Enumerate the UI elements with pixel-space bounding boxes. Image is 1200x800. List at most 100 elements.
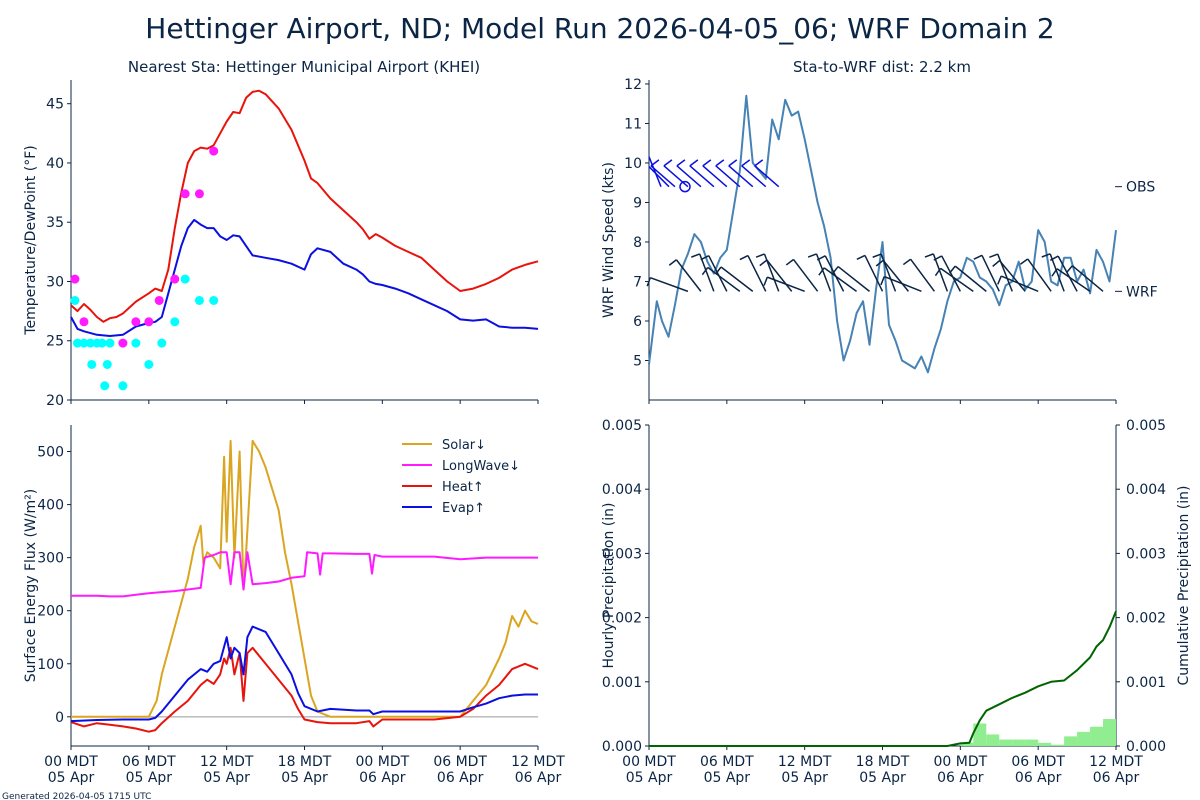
flux-xtick-label: 06 MDT [122, 754, 176, 770]
cumulative-precip-line [649, 610, 1117, 747]
hourly-precip-bar [1012, 739, 1026, 746]
precip-y2tick-label: 0.001 [1126, 675, 1166, 691]
flux-xtick-label: 18 MDT [278, 754, 332, 770]
wrf-wind-barb [700, 254, 728, 292]
flux-xtick-label: 00 MDT [355, 754, 409, 770]
legend-item-evap: Evap↑ [402, 501, 485, 516]
precip-y2label: Cumulative Precipitation (in) [1176, 486, 1192, 686]
wrf-wind-barb [1065, 265, 1104, 292]
observed-dewpoint-point [144, 359, 154, 369]
wind-ytick-label: 10 [624, 156, 642, 172]
wrf-wind-barb [997, 275, 1039, 293]
dewpoint-line [70, 218, 539, 337]
wrf-wind-barb [1049, 255, 1078, 292]
hourly-precip-bar [1038, 742, 1052, 746]
hourly-precip-bar [1103, 719, 1116, 746]
precip-xtick-date: 06 Apr [1093, 770, 1140, 786]
wind-ytick-label: 7 [633, 274, 642, 290]
longwave-line [71, 551, 538, 598]
obs-barb-label: OBS [1126, 180, 1155, 196]
precip-xtick-label: 06 MDT [700, 754, 754, 770]
obs-wind-barb [702, 159, 728, 188]
flux-xtick-label: 12 MDT [200, 754, 254, 770]
temp-ytick-label: 30 [46, 274, 64, 290]
precip-xtick-date: 05 Apr [626, 770, 673, 786]
precip-xtick-label: 18 MDT [856, 754, 910, 770]
flux-xtick-label: 00 MDT [44, 754, 98, 770]
wind-ylabel: WRF Wind Speed (kts) [601, 162, 617, 318]
observed-dewpoint-point [180, 274, 190, 284]
wind-panel-title: Sta-to-WRF dist: 2.2 km [793, 58, 971, 76]
precip-ytick-label: 0.004 [602, 482, 642, 498]
precip-y2tick-label: 0.000 [1126, 739, 1166, 755]
flux-xtick-date: 06 Apr [359, 770, 406, 786]
obs-wind-barb [741, 159, 767, 188]
precip-ylabel: Hourly Precipitation (in) [601, 503, 617, 669]
temperature-line [70, 89, 539, 323]
wind-ytick-label: 12 [624, 77, 642, 93]
observed-temperature-point [79, 317, 89, 327]
hourly-precip-bar [973, 723, 987, 746]
obs-wind-barb [728, 159, 754, 188]
wrf-wind-barb [807, 253, 832, 292]
obs-wind-barb [650, 159, 676, 188]
precip-ytick-label: 0.002 [602, 611, 642, 627]
wrf-wind-barb [902, 258, 935, 292]
precip-xtick-label: 06 MDT [1011, 754, 1065, 770]
wrf-wind-barb [759, 259, 793, 292]
observed-dewpoint-point [131, 338, 141, 348]
precip-y2tick-label: 0.004 [1126, 482, 1166, 498]
legend-label: Evap↑ [442, 501, 485, 516]
generated-footer: Generated 2026-04-05 1715 UTC [2, 792, 151, 800]
wrf-wind-barb [992, 260, 1026, 292]
wrf-barb-label: WRF [1126, 284, 1158, 300]
legend-item-longwave: LongWave↓ [402, 459, 520, 474]
wind-ytick-label: 8 [633, 235, 642, 251]
wrf-wind-barb [924, 253, 949, 292]
temp-ytick-label: 35 [46, 215, 64, 231]
precip-xtick-date: 05 Apr [859, 770, 906, 786]
observed-temperature-point [154, 295, 164, 305]
hourly-precip-bar [999, 739, 1013, 746]
legend-label: Solar↓ [442, 438, 486, 453]
temp-ytick-label: 45 [46, 97, 64, 113]
observed-temperature-point [209, 146, 219, 156]
flux-ytick-label: 0 [55, 710, 64, 726]
legend-label: Heat↑ [442, 480, 484, 495]
precip-xtick-label: 12 MDT [1089, 754, 1143, 770]
temp-ytick-label: 25 [46, 334, 64, 350]
observed-dewpoint-point [87, 359, 97, 369]
observed-dewpoint-point [157, 338, 167, 348]
flux-xtick-label: 06 MDT [433, 754, 487, 770]
observed-dewpoint-point [72, 338, 82, 348]
wrf-wind-barb [818, 267, 857, 292]
flux-ytick-label: 300 [37, 551, 64, 567]
observed-temperature-point [194, 189, 204, 199]
observed-dewpoint-point [209, 295, 219, 305]
wrf-wind-barb [1041, 253, 1065, 292]
flux-xtick-date: 05 Apr [48, 770, 95, 786]
wind-ytick-label: 11 [624, 116, 642, 132]
temperature-panel-title: Nearest Sta: Hettinger Municipal Airport… [128, 58, 480, 76]
wrf-wind-barb [701, 266, 741, 292]
precip-ytick-label: 0.000 [602, 739, 642, 755]
wind-ytick-label: 6 [633, 314, 642, 330]
observed-temperature-point [70, 274, 80, 284]
page-title: Hettinger Airport, ND; Model Run 2026-04… [145, 12, 1054, 45]
temperature-panel: 20 25 30 35 40 45 Temperature/DewPoint (°F) [23, 80, 539, 409]
flux-ytick-label: 100 [37, 657, 64, 673]
precip-xtick-date: 06 Apr [1015, 770, 1062, 786]
wind-panel: 5 6 7 8 9 10 11 12 WRF Wind Speed (kts) OBS WRF [601, 77, 1158, 404]
hourly-precip-bar [986, 734, 1000, 746]
observed-dewpoint-point [100, 381, 110, 391]
observed-temperature-point [118, 338, 128, 348]
wind-ytick-label: 5 [633, 353, 642, 369]
wrf-wind-barb [933, 255, 961, 292]
wrf-wind-barb [934, 267, 974, 292]
obs-wind-barb [689, 159, 715, 188]
flux-xtick-date: 05 Apr [203, 770, 250, 786]
wrf-wind-barb [1051, 268, 1091, 292]
